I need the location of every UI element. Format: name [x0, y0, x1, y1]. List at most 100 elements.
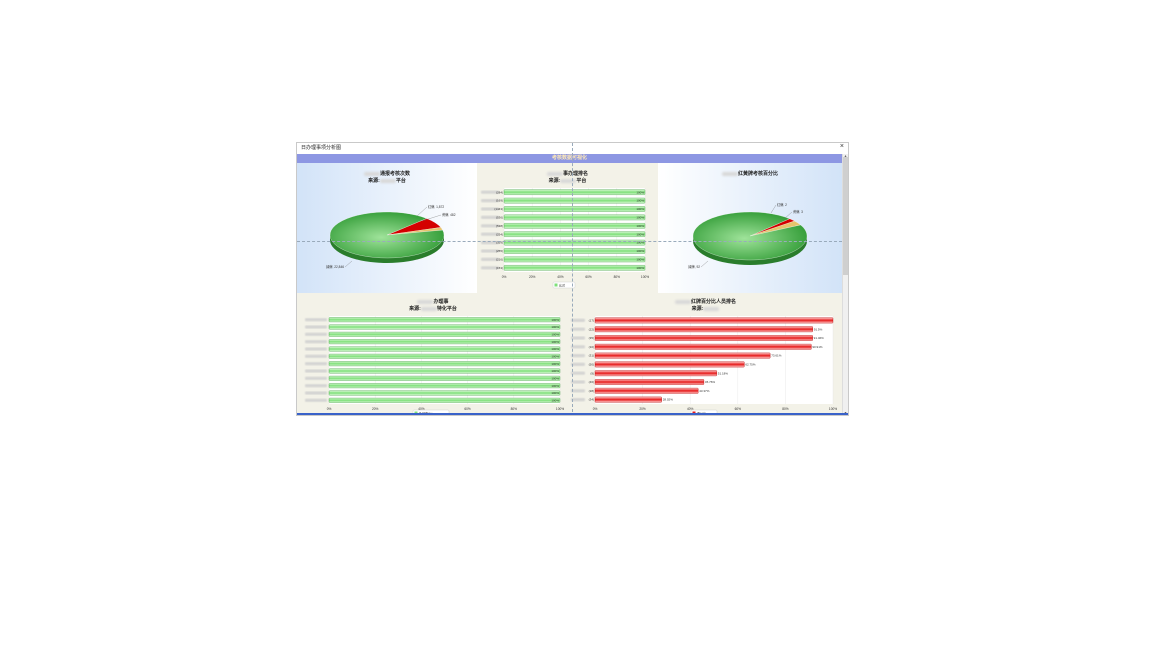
bar-value-label: 100%: [636, 241, 644, 245]
bar: [328, 339, 561, 345]
bar-value-label: 73.61%: [771, 354, 782, 358]
category-label: (169): [496, 199, 503, 203]
bar-value-label: 91.46%: [814, 336, 825, 340]
category-blur: [481, 249, 499, 253]
x-tick-label: 80%: [782, 407, 789, 411]
pie-label: 红牌, 2: [777, 202, 787, 207]
legend: 比对: [552, 281, 576, 289]
category-blur: [305, 376, 327, 380]
category-label: (31): [589, 354, 594, 358]
bar-value-label: 100%: [551, 347, 559, 351]
scroll-up-icon[interactable]: ▴: [844, 153, 847, 158]
bar-value-label: 100%: [636, 266, 644, 270]
bar: [503, 197, 646, 204]
category-blur: [571, 380, 585, 384]
bar-value-label: 100%: [551, 391, 559, 395]
bar: [328, 390, 561, 396]
dashboard-banner: 考核数据可视化: [297, 154, 842, 163]
bar-value-label: 100%: [636, 232, 644, 236]
bar: [328, 397, 561, 403]
category-label: (255): [496, 249, 503, 253]
category-label: (22): [589, 327, 594, 331]
category-blur: [481, 190, 499, 194]
bar: [503, 256, 646, 263]
category-blur: [571, 398, 585, 402]
category-blur: [571, 318, 585, 322]
bar: [503, 214, 646, 221]
category-blur: [305, 398, 327, 402]
bar-left-subtitle: 来源: 特化平台: [409, 306, 457, 312]
category-blur: [481, 199, 499, 203]
bar-value-label: 100%: [551, 369, 559, 373]
x-tick-label: 40%: [418, 407, 425, 411]
x-tick-label: 100%: [829, 407, 837, 411]
bar-top-subtitle: 来源: 平台: [548, 178, 587, 184]
close-icon[interactable]: ×: [839, 143, 844, 150]
x-tick-label: 40%: [687, 407, 694, 411]
legend-label: 百分比: [697, 410, 706, 415]
category-blur: [305, 391, 327, 395]
category-label: (1443): [494, 207, 503, 211]
category-blur: [305, 340, 327, 344]
scrollbar-thumb[interactable]: [843, 157, 848, 275]
panel-bar-top: 事办理排名 来源: 平台 0% 20% 40% 60% 80% 100% 100% (284) 1…: [477, 163, 658, 293]
bar: [594, 379, 705, 385]
pie-left-chart: 红牌, 1,872 黄牌, 482 绿牌, 22,846: [326, 204, 456, 269]
pie-slice-绿牌: [329, 211, 445, 259]
dialog-window: 日办理事项分析图 × 考核数据可视化 通报考核次数 来源: 平台 红牌, 1,87…: [296, 142, 849, 416]
category-label: (538): [496, 224, 503, 228]
pie-label: 绿牌, 92: [688, 264, 700, 269]
category-blur: [305, 347, 327, 351]
bar: [328, 368, 561, 374]
bar: [594, 352, 771, 359]
category-blur: [571, 336, 585, 340]
pie-label: 红牌, 1,872: [428, 204, 444, 209]
bar-value-label: 100%: [551, 354, 559, 358]
category-blur: [305, 332, 327, 336]
bar: [503, 265, 646, 271]
bar-value-label: 100%: [636, 249, 644, 253]
vertical-scrollbar[interactable]: ▴ ▾: [842, 154, 848, 415]
category-label: (536): [496, 216, 503, 220]
bar: [328, 331, 561, 337]
scroll-down-icon[interactable]: ▾: [843, 411, 848, 415]
bar-value-label: 100%: [551, 362, 559, 366]
category-label: (216): [496, 258, 503, 262]
bar-value-label: 43.37%: [699, 389, 710, 393]
bar-value-label: 62.75%: [745, 363, 756, 367]
legend-label: 比对: [559, 282, 565, 287]
x-tick-label: 0%: [502, 275, 507, 279]
x-tick-label: 80%: [614, 275, 621, 279]
category-label: (50): [589, 363, 594, 367]
bar-left-title: 办理事: [297, 298, 569, 305]
bar-value-label: 28.02%: [663, 398, 674, 402]
x-tick-label: 100%: [556, 407, 564, 411]
bar-value-label: 100%: [636, 258, 644, 262]
bar: [594, 317, 834, 324]
x-tick-label: 60%: [735, 407, 742, 411]
panel-pie-left: 通报考核次数 来源: 平台 红牌, 1,872 黄牌, 482 绿牌, 22,846: [297, 163, 477, 293]
x-tick-label: 0%: [593, 407, 598, 411]
bar: [503, 231, 646, 237]
category-blur: [305, 325, 327, 329]
category-blur: [481, 232, 499, 236]
bar: [594, 343, 812, 350]
legend-swatch: [554, 283, 558, 287]
bar: [594, 335, 813, 341]
x-tick-label: 20%: [529, 275, 536, 279]
bar-value-label: 100%: [551, 318, 559, 322]
bar: [328, 361, 561, 367]
x-tick-label: 40%: [557, 275, 564, 279]
bar-value-label: 100%: [551, 398, 559, 402]
x-tick-label: 20%: [639, 407, 646, 411]
category-blur: [481, 266, 499, 270]
bar-value-label: 100%: [636, 224, 644, 228]
category-label: (35): [589, 336, 594, 340]
category-label: (17): [589, 319, 594, 323]
category-blur: [571, 389, 585, 393]
bar-value-label: 100%: [636, 190, 644, 194]
bar-value-label: 100%: [551, 332, 559, 336]
category-label: (254): [496, 232, 503, 236]
category-blur: [481, 257, 499, 261]
bar-value-label: 100%: [551, 384, 559, 388]
